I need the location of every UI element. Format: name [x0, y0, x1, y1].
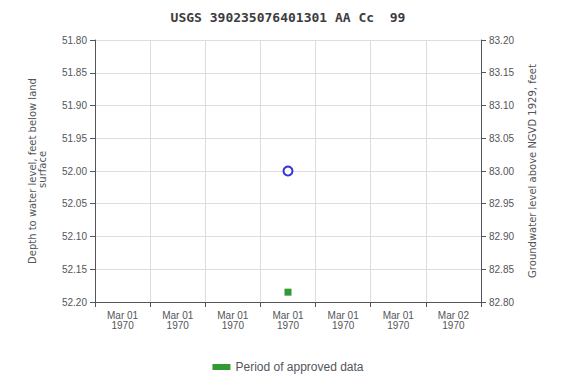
svg-text:51.95: 51.95 [62, 133, 87, 144]
svg-text:82.90: 82.90 [489, 231, 514, 242]
svg-text:51.90: 51.90 [62, 100, 87, 111]
svg-text:83.10: 83.10 [489, 100, 514, 111]
svg-text:52.20: 52.20 [62, 297, 87, 308]
svg-text:82.80: 82.80 [489, 297, 514, 308]
svg-text:83.15: 83.15 [489, 67, 514, 78]
svg-text:1970: 1970 [111, 320, 134, 331]
svg-text:1970: 1970 [277, 320, 300, 331]
svg-text:83.20: 83.20 [489, 35, 514, 46]
svg-text:52.15: 52.15 [62, 264, 87, 275]
svg-text:52.05: 52.05 [62, 198, 87, 209]
svg-text:51.80: 51.80 [62, 35, 87, 46]
svg-text:83.00: 83.00 [489, 166, 514, 177]
svg-text:Mar 01: Mar 01 [272, 309, 304, 321]
svg-text:1970: 1970 [222, 320, 245, 331]
svg-text:52.00: 52.00 [62, 166, 87, 177]
svg-text:Mar 01: Mar 01 [162, 309, 194, 321]
svg-text:83.05: 83.05 [489, 133, 514, 144]
svg-text:51.85: 51.85 [62, 67, 87, 78]
svg-text:1970: 1970 [332, 320, 355, 331]
svg-text:82.85: 82.85 [489, 264, 514, 275]
svg-text:Mar 01: Mar 01 [382, 309, 414, 321]
svg-text:Mar 01: Mar 01 [327, 309, 359, 321]
svg-text:1970: 1970 [167, 320, 190, 331]
svg-text:Groundwater level above NGVD 1: Groundwater level above NGVD 1929, feet [527, 64, 538, 278]
svg-text:Period of approved data: Period of approved data [235, 360, 363, 374]
svg-text:52.10: 52.10 [62, 231, 87, 242]
svg-text:Mar 01: Mar 01 [107, 309, 139, 321]
svg-text:1970: 1970 [387, 320, 410, 331]
svg-text:USGS 390235076401301 AA Cc 99: USGS 390235076401301 AA Cc 99 [171, 10, 406, 25]
svg-text:1970: 1970 [442, 320, 465, 331]
svg-text:Mar 01: Mar 01 [217, 309, 249, 321]
svg-text:Mar 02: Mar 02 [437, 309, 469, 321]
svg-text:Depth to water level, feet bel: Depth to water level, feet below land [26, 78, 38, 264]
svg-text:surface: surface [37, 151, 48, 191]
svg-text:82.95: 82.95 [489, 198, 514, 209]
